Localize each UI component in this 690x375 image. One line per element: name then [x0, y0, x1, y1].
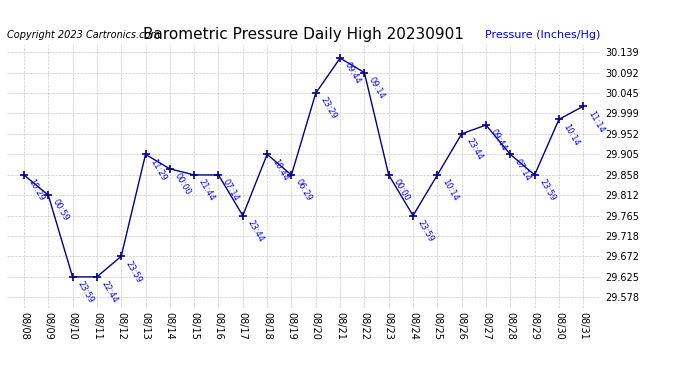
Text: 21:44: 21:44 [197, 178, 217, 203]
Text: 00:00: 00:00 [391, 178, 411, 203]
Text: 10:14: 10:14 [562, 122, 582, 147]
Text: Pressure (Inches/Hg): Pressure (Inches/Hg) [485, 30, 600, 40]
Text: 00:00: 00:00 [172, 172, 193, 196]
Text: 23:44: 23:44 [464, 136, 484, 162]
Text: 09:44: 09:44 [343, 61, 362, 86]
Text: 10:29: 10:29 [27, 178, 46, 203]
Text: 09:44: 09:44 [489, 128, 509, 153]
Text: 11:14: 11:14 [586, 109, 606, 134]
Text: 10:44: 10:44 [270, 157, 290, 182]
Text: 23:59: 23:59 [538, 178, 557, 203]
Title: Barometric Pressure Daily High 20230901: Barometric Pressure Daily High 20230901 [143, 27, 464, 42]
Text: 23:29: 23:29 [319, 96, 338, 121]
Text: Copyright 2023 Cartronics.com: Copyright 2023 Cartronics.com [7, 30, 160, 40]
Text: 23:59: 23:59 [416, 218, 435, 244]
Text: 23:44: 23:44 [246, 218, 266, 244]
Text: 22:44: 22:44 [99, 280, 119, 305]
Text: 06:29: 06:29 [294, 178, 314, 203]
Text: 07:14: 07:14 [513, 157, 533, 182]
Text: 11:29: 11:29 [148, 157, 168, 182]
Text: 09:14: 09:14 [367, 75, 387, 100]
Text: 07:14: 07:14 [221, 178, 241, 203]
Text: 10:14: 10:14 [440, 178, 460, 203]
Text: 00:59: 00:59 [51, 198, 70, 223]
Text: 23:59: 23:59 [75, 280, 95, 305]
Text: 23:59: 23:59 [124, 259, 144, 284]
